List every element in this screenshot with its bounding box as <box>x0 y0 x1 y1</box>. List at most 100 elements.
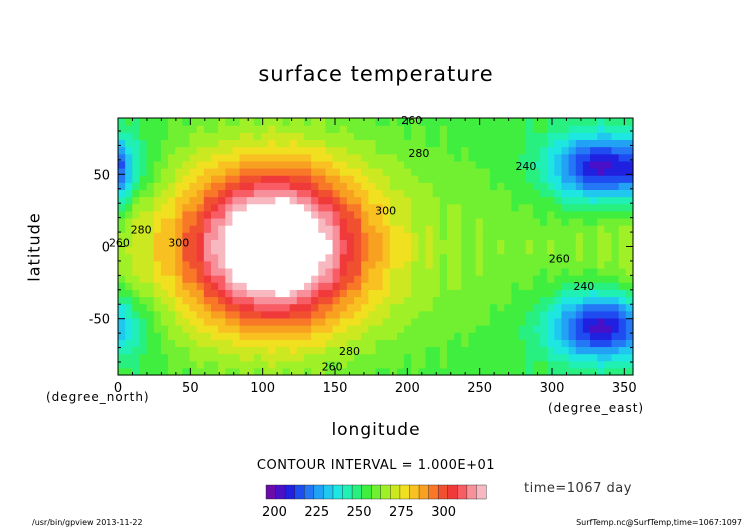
heatmap-cell <box>547 360 555 369</box>
heatmap-cell <box>625 118 634 126</box>
heatmap-cell <box>382 360 391 369</box>
heatmap-cell <box>525 118 534 126</box>
heatmap-cell <box>354 196 362 205</box>
heatmap-cell <box>303 182 312 190</box>
heatmap-cell <box>554 217 563 226</box>
heatmap-cell <box>346 153 355 162</box>
heatmap-cell <box>318 325 327 333</box>
heatmap-cell <box>153 246 162 255</box>
heatmap-cell <box>604 139 613 148</box>
heatmap-cell <box>447 132 455 141</box>
heatmap-cell <box>482 267 491 276</box>
heatmap-cell <box>239 182 248 190</box>
heatmap-cell <box>497 289 505 298</box>
heatmap-cell <box>382 332 391 340</box>
heatmap-cell <box>118 189 126 198</box>
heatmap-cell <box>468 167 477 176</box>
colorbar-swatch <box>409 484 420 500</box>
heatmap-cell <box>160 203 169 212</box>
heatmap-cell <box>253 217 262 226</box>
heatmap-cell <box>354 296 362 305</box>
heatmap-cell <box>482 353 491 362</box>
heatmap-cell <box>511 146 520 155</box>
heatmap-cell <box>246 132 255 141</box>
heatmap-cell <box>475 232 484 240</box>
heatmap-cell <box>261 353 269 362</box>
heatmap-cell <box>540 332 548 340</box>
heatmap-cell <box>311 225 319 233</box>
heatmap-cell <box>597 146 605 155</box>
heatmap-cell <box>218 310 226 319</box>
heatmap-cell <box>339 260 348 269</box>
heatmap-cell <box>611 360 620 369</box>
heatmap-cell <box>404 267 412 276</box>
heatmap-cell <box>354 360 362 369</box>
heatmap-cell <box>568 346 577 355</box>
heatmap-cell <box>332 118 341 126</box>
heatmap-cell <box>368 203 377 212</box>
heatmap-cell <box>454 325 462 333</box>
heatmap-cell <box>404 139 412 148</box>
heatmap-cell <box>554 175 563 183</box>
heatmap-cell <box>568 267 577 276</box>
heatmap-cell <box>518 153 527 162</box>
heatmap-cell <box>439 275 448 283</box>
heatmap-cell <box>525 139 534 148</box>
heatmap-cell <box>432 282 441 290</box>
heatmap-cell <box>582 360 591 369</box>
heatmap-cell <box>146 289 155 298</box>
heatmap-cell <box>139 296 148 305</box>
heatmap-cell <box>346 196 355 205</box>
heatmap-cell <box>582 275 591 283</box>
heatmap-cell <box>468 132 477 141</box>
heatmap-cell <box>168 275 176 283</box>
heatmap-cell <box>568 232 577 240</box>
heatmap-cell <box>582 217 591 226</box>
footer-right-text: SurfTemp.nc@SurfTemp,time=1067:1097 <box>576 518 742 527</box>
heatmap-cell <box>604 267 613 276</box>
heatmap-cell <box>468 310 477 319</box>
heatmap-cell <box>468 325 477 333</box>
heatmap-cell <box>153 360 162 369</box>
heatmap-cell <box>575 332 584 340</box>
colorbar-swatch <box>275 484 286 500</box>
heatmap-cell <box>146 125 155 133</box>
heatmap-cell <box>232 160 241 169</box>
heatmap-cell <box>168 282 176 290</box>
heatmap-cell <box>168 210 176 219</box>
heatmap-cell <box>396 317 405 326</box>
heatmap-cell <box>597 153 605 162</box>
heatmap-cell <box>339 353 348 362</box>
heatmap-cell <box>554 332 563 340</box>
heatmap-cell <box>225 239 234 248</box>
heatmap-cell <box>489 303 498 312</box>
heatmap-cell <box>489 296 498 305</box>
heatmap-cell <box>218 282 226 290</box>
heatmap-cell <box>597 289 605 298</box>
heatmap-cell <box>597 317 605 326</box>
heatmap-cell <box>518 232 527 240</box>
heatmap-cell <box>547 275 555 283</box>
heatmap-cell <box>418 175 427 183</box>
heatmap-cell <box>604 282 613 290</box>
heatmap-cell <box>554 167 563 176</box>
heatmap-cell <box>318 139 327 148</box>
heatmap-cell <box>404 132 412 141</box>
heatmap-cell <box>296 267 305 276</box>
heatmap-cell <box>189 182 198 190</box>
heatmap-cell <box>404 360 412 369</box>
heatmap-cell <box>547 160 555 169</box>
heatmap-cell <box>611 139 620 148</box>
heatmap-cell <box>525 132 534 141</box>
heatmap-cell <box>604 225 613 233</box>
heatmap-cell <box>160 246 169 255</box>
heatmap-cell <box>468 339 477 348</box>
heatmap-cell <box>625 253 634 262</box>
heatmap-cell <box>203 160 212 169</box>
heatmap-cell <box>575 296 584 305</box>
heatmap-cell <box>139 367 148 376</box>
heatmap-cell <box>160 167 169 176</box>
heatmap-cell <box>532 139 541 148</box>
heatmap-cell <box>346 175 355 183</box>
heatmap-cell <box>389 260 398 269</box>
